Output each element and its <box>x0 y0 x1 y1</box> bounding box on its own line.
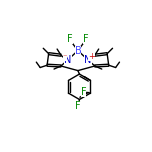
Text: F: F <box>75 101 81 111</box>
Text: +: + <box>88 52 95 61</box>
Text: B: B <box>74 46 81 56</box>
Text: F: F <box>83 34 88 44</box>
Text: F: F <box>81 87 86 97</box>
Text: N: N <box>64 55 72 65</box>
Text: N: N <box>84 55 92 65</box>
Text: ⁻: ⁻ <box>63 52 67 61</box>
Text: F: F <box>67 34 73 44</box>
